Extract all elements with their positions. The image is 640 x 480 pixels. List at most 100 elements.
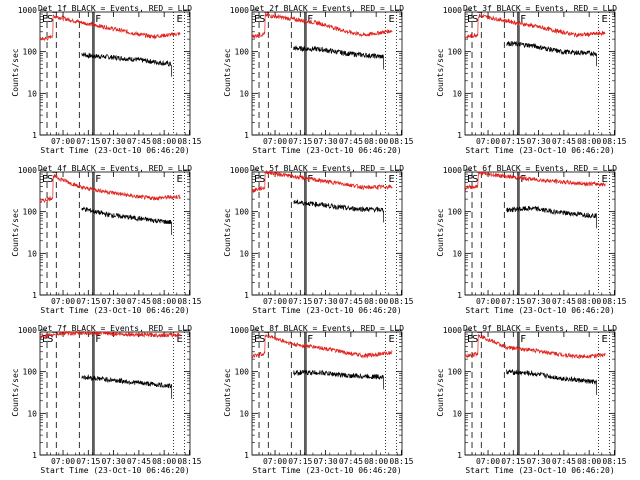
x-tick-label: 08:15 xyxy=(389,137,413,146)
interval-marker-s: S xyxy=(259,174,265,185)
events-series-line xyxy=(81,52,173,77)
panel-det-2: Det_2f BLACK = Events, RED = LLD 1 10 100 10… xyxy=(223,4,414,155)
x-tick-label: 07:30 xyxy=(527,297,551,306)
x-axis-label: Start Time (23-Oct-10 06:46:20) xyxy=(252,146,401,155)
x-tick-label: 08:15 xyxy=(177,137,201,146)
x-tick-label: 08:15 xyxy=(602,457,626,466)
x-axis-label: Start Time (23-Oct-10 06:46:20) xyxy=(252,466,401,475)
y-axis-label: Counts/sec xyxy=(223,368,232,416)
y-tick-label: 1000 xyxy=(18,166,37,175)
interval-marker-s: S xyxy=(472,334,478,345)
events-series-line xyxy=(81,206,173,236)
y-tick-label: 1000 xyxy=(443,166,462,175)
lld-series-line xyxy=(464,333,606,360)
interval-marker-f: F xyxy=(307,14,313,25)
interval-marker-s: S xyxy=(472,174,478,185)
interval-marker-e: E xyxy=(602,334,608,345)
y-tick-label: 10 xyxy=(452,249,462,258)
x-tick-label: 07:15 xyxy=(501,457,525,466)
panel-title: Det_3f BLACK = Events, RED = LLD xyxy=(463,4,617,13)
x-axis-label: Start Time (23-Oct-10 06:46:20) xyxy=(40,146,189,155)
interval-marker-e: E xyxy=(467,174,473,185)
x-tick-label: 07:30 xyxy=(314,137,338,146)
panel-title: Det_4f BLACK = Events, RED = LLD xyxy=(38,164,192,173)
x-tick-label: 07:00 xyxy=(51,297,75,306)
y-tick-label: 1 xyxy=(457,131,462,140)
x-tick-label: 08:15 xyxy=(602,297,626,306)
x-tick-label: 08:00 xyxy=(364,457,388,466)
y-axis-label: Counts/sec xyxy=(11,48,20,96)
panel-title: Det_9f BLACK = Events, RED = LLD xyxy=(463,324,617,333)
events-series-line xyxy=(81,373,173,399)
x-tick-label: 08:00 xyxy=(577,457,601,466)
x-tick-label: 07:45 xyxy=(339,137,363,146)
x-tick-label: 07:00 xyxy=(476,297,500,306)
interval-marker-e: E xyxy=(42,334,48,345)
y-tick-label: 1 xyxy=(457,451,462,460)
y-axis-label: Counts/sec xyxy=(11,368,20,416)
y-tick-label: 1 xyxy=(32,131,37,140)
panel-det-7: Det_7f BLACK = Events, RED = LLD 1 10 100 10… xyxy=(11,324,202,475)
interval-marker-e: E xyxy=(42,174,48,185)
y-tick-label: 10 xyxy=(239,89,249,98)
y-tick-label: 1000 xyxy=(230,6,249,15)
y-tick-label: 10 xyxy=(239,249,249,258)
lld-series-line xyxy=(39,14,181,42)
x-tick-label: 07:15 xyxy=(76,137,100,146)
x-tick-label: 07:45 xyxy=(339,457,363,466)
interval-marker-e: E xyxy=(254,334,260,345)
interval-marker-f: F xyxy=(307,334,313,345)
x-axis-label: Start Time (23-Oct-10 06:46:20) xyxy=(40,466,189,475)
events-series-line xyxy=(506,41,598,67)
y-tick-label: 1000 xyxy=(18,326,37,335)
interval-marker-f: F xyxy=(520,14,526,25)
panel-det-9: Det_9f BLACK = Events, RED = LLD 1 10 100 10… xyxy=(436,324,627,475)
lld-series-line xyxy=(464,13,606,39)
y-axis-label: Counts/sec xyxy=(436,208,445,256)
y-tick-label: 100 xyxy=(23,48,38,57)
y-tick-label: 1000 xyxy=(230,166,249,175)
y-tick-label: 1 xyxy=(244,451,249,460)
lld-series-line xyxy=(39,174,181,204)
panel-det-4: Det_4f BLACK = Events, RED = LLD 1 10 100 10… xyxy=(11,164,202,315)
interval-marker-s: S xyxy=(472,14,478,25)
x-tick-label: 07:00 xyxy=(51,137,75,146)
y-axis-label: Counts/sec xyxy=(436,48,445,96)
y-tick-label: 10 xyxy=(452,409,462,418)
x-tick-label: 07:15 xyxy=(288,457,312,466)
events-series-line xyxy=(293,199,385,223)
x-axis-label: Start Time (23-Oct-10 06:46:20) xyxy=(252,306,401,315)
x-tick-label: 08:15 xyxy=(389,457,413,466)
x-axis-label: Start Time (23-Oct-10 06:46:20) xyxy=(465,146,614,155)
x-tick-label: 07:30 xyxy=(314,457,338,466)
panel-title: Det_6f BLACK = Events, RED = LLD xyxy=(463,164,617,173)
interval-marker-s: S xyxy=(47,14,53,25)
interval-marker-s: S xyxy=(259,334,265,345)
x-tick-label: 07:15 xyxy=(501,137,525,146)
x-tick-label: 07:30 xyxy=(527,137,551,146)
x-tick-label: 08:15 xyxy=(602,137,626,146)
x-axis-label: Start Time (23-Oct-10 06:46:20) xyxy=(40,306,189,315)
y-tick-label: 1 xyxy=(244,131,249,140)
x-axis-label: Start Time (23-Oct-10 06:46:20) xyxy=(465,306,614,315)
lld-series-line xyxy=(251,170,393,194)
panel-det-8: Det_8f BLACK = Events, RED = LLD 1 10 100 10… xyxy=(223,324,414,475)
y-axis-label: Counts/sec xyxy=(223,48,232,96)
y-tick-label: 100 xyxy=(235,48,250,57)
x-tick-label: 07:45 xyxy=(127,137,151,146)
interval-marker-f: F xyxy=(520,334,526,345)
x-tick-label: 07:15 xyxy=(76,297,100,306)
panel-title: Det_5f BLACK = Events, RED = LLD xyxy=(250,164,404,173)
interval-marker-e: E xyxy=(467,14,473,25)
interval-marker-e: E xyxy=(254,174,260,185)
interval-marker-e: E xyxy=(389,14,395,25)
panel-det-6: Det_6f BLACK = Events, RED = LLD 1 10 100 10… xyxy=(436,164,627,315)
interval-marker-e: E xyxy=(42,14,48,25)
y-tick-label: 100 xyxy=(448,48,463,57)
interval-marker-e: E xyxy=(467,334,473,345)
x-tick-label: 07:45 xyxy=(552,297,576,306)
y-tick-label: 100 xyxy=(235,208,250,217)
y-tick-label: 100 xyxy=(23,368,38,377)
